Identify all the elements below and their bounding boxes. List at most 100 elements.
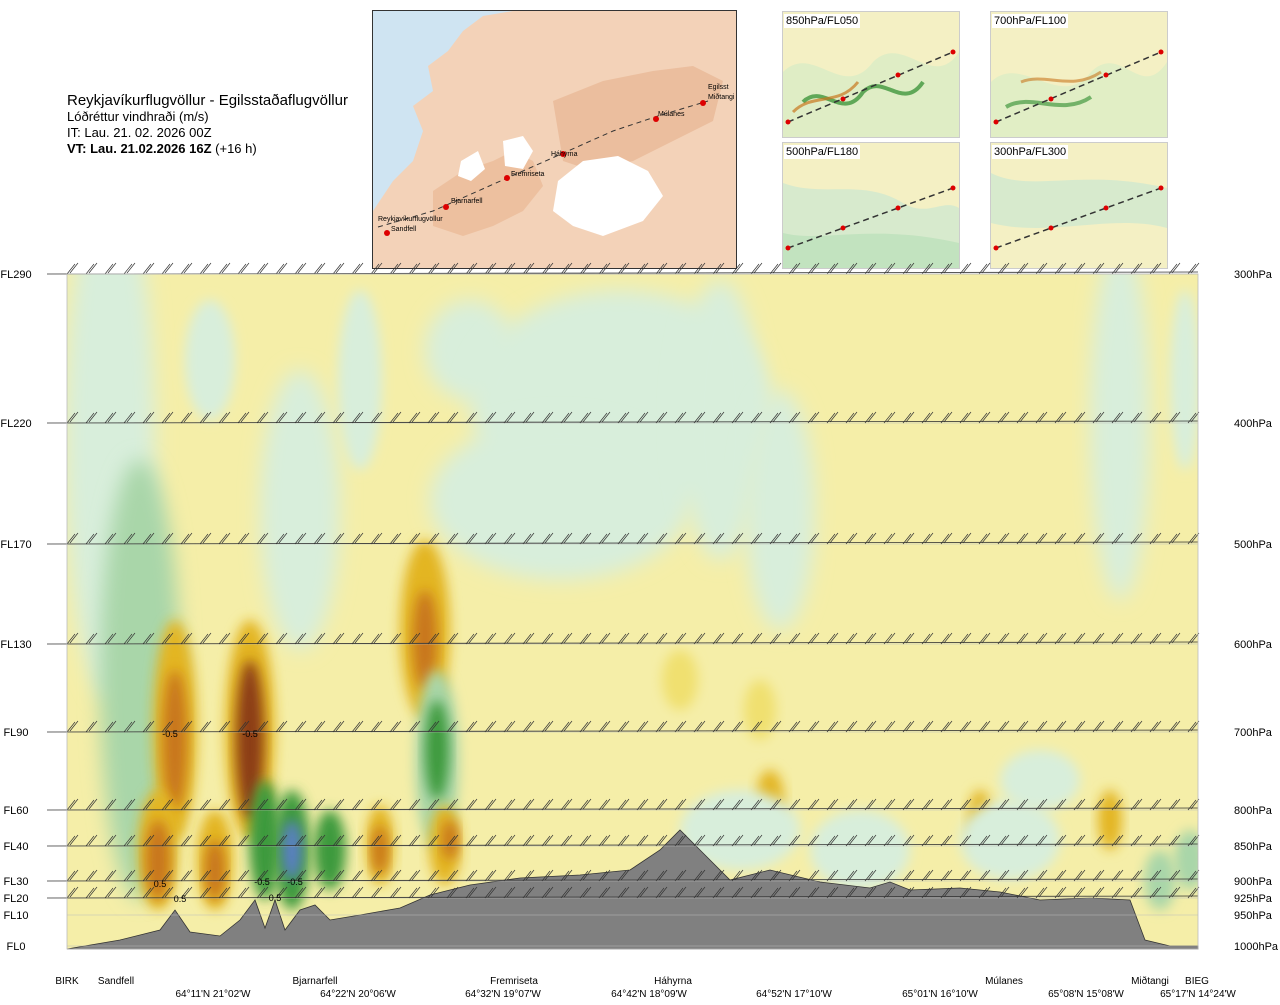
wind-barb (617, 411, 630, 424)
land-relief (433, 151, 543, 236)
wind-barb (579, 798, 592, 811)
wind-barb (1130, 798, 1143, 811)
wind-barb (902, 869, 915, 882)
wind-barb (1054, 411, 1067, 424)
wind-barb (275, 532, 288, 545)
wind-barb (313, 720, 326, 733)
wind-barb (940, 411, 953, 424)
glacier-vatnajokull (553, 156, 663, 236)
wind-barb (446, 720, 459, 733)
wind-barb (579, 532, 592, 545)
wind-barb (1073, 632, 1086, 645)
wind-barb (237, 262, 250, 275)
wind-barb (1054, 262, 1067, 275)
wind-barb (199, 886, 212, 899)
wind-barb (560, 262, 573, 275)
wind-barb (617, 869, 630, 882)
mini-map-point (1158, 185, 1164, 191)
wind-barb (712, 834, 725, 847)
wind-barb (636, 834, 649, 847)
wind-barb (674, 798, 687, 811)
wind-barb (1073, 869, 1086, 882)
wind-barb (902, 720, 915, 733)
contour-label: -0.5 (162, 729, 178, 739)
wind-barb (788, 720, 801, 733)
mini-map-point (840, 96, 846, 102)
coord-label: 64°42'N 18°09'W (611, 989, 687, 1000)
wind-barb (161, 798, 174, 811)
route-label-fremriseta: Fremriseta (511, 171, 545, 178)
wind-barb (1016, 632, 1029, 645)
route-label-egilsst: Egilsst (708, 84, 729, 91)
wind-barb (351, 869, 364, 882)
wind-barb (275, 834, 288, 847)
wind-barb (541, 886, 554, 899)
contour-label: 0.5 (154, 879, 167, 889)
wind-barb (902, 532, 915, 545)
wind-barb (921, 720, 934, 733)
wind-barb (332, 834, 345, 847)
wind-barb (123, 632, 136, 645)
wind-barb (997, 632, 1010, 645)
wind-barb (921, 262, 934, 275)
station-label: Sandfell (98, 976, 134, 987)
wind-barb (883, 720, 896, 733)
chart-title: Reykjavíkurflugvöllur - Egilsstaðaflugvö… (67, 92, 348, 109)
wind-barb (712, 886, 725, 899)
mini-map-field (991, 173, 1167, 228)
barb-row-line (46, 729, 1199, 733)
fl-label: FL290 (0, 269, 31, 281)
wind-barb (332, 886, 345, 899)
wind-barb (522, 886, 535, 899)
wind-barb (389, 720, 402, 733)
wind-barb (864, 262, 877, 275)
wind-barb (465, 532, 478, 545)
coord-label: 64°11'N 21°02'W (175, 989, 251, 1000)
wind-barb (1016, 720, 1029, 733)
mini-map-point (1103, 205, 1109, 211)
wind-barb (655, 411, 668, 424)
barb-row-line (46, 843, 1199, 847)
wind-barb (237, 798, 250, 811)
wind-barb (389, 262, 402, 275)
wind-barb (1130, 632, 1143, 645)
wind-barb (579, 886, 592, 899)
mini-map-point (993, 119, 999, 125)
wind-barb (788, 886, 801, 899)
wind-barb (617, 798, 630, 811)
route-point (504, 175, 510, 181)
wind-barb (788, 411, 801, 424)
mini-map-field (991, 62, 1167, 137)
wind-barb (997, 720, 1010, 733)
wind-barb (1187, 262, 1200, 275)
wind-barb (1054, 798, 1067, 811)
wind-barb (883, 532, 896, 545)
wind-barb (560, 720, 573, 733)
station-label: Miðtangi (1131, 975, 1169, 987)
wind-barb (674, 886, 687, 899)
wind-barb (712, 869, 725, 882)
wind-barb (104, 720, 117, 733)
wind-barb (845, 869, 858, 882)
wind-barb (883, 869, 896, 882)
wind-barb (769, 798, 782, 811)
fl-label: FL10 (3, 910, 28, 922)
field-blob (413, 590, 437, 690)
wind-barb (864, 869, 877, 882)
mini-map-point (1048, 225, 1054, 231)
wind-barb (845, 632, 858, 645)
wind-barb (180, 869, 193, 882)
wind-barb (294, 720, 307, 733)
wind-barb (978, 798, 991, 811)
wind-barb (104, 869, 117, 882)
mini-map-850-svg (783, 12, 959, 137)
wind-barb (826, 411, 839, 424)
wind-barb (731, 632, 744, 645)
wind-barb (370, 720, 383, 733)
field-blob (744, 680, 776, 740)
wind-barb (788, 834, 801, 847)
wind-barb (921, 411, 934, 424)
wind-barb (693, 262, 706, 275)
wind-barb (218, 720, 231, 733)
wind-barb (104, 834, 117, 847)
